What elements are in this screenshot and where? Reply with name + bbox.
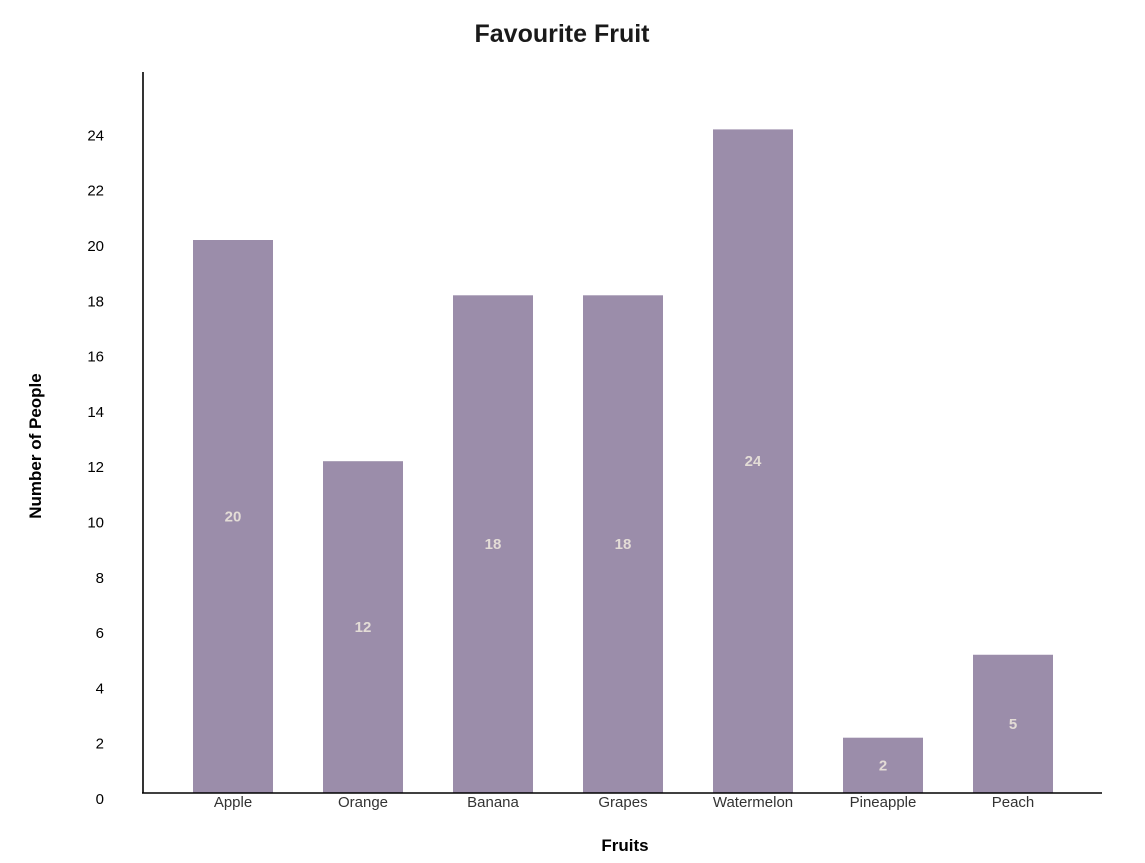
data-label-grapes: 18	[615, 536, 632, 553]
y-tick-label: 8	[96, 570, 104, 587]
data-label-banana: 18	[485, 536, 502, 553]
y-tick-label: 4	[96, 680, 104, 697]
y-tick-label: 2	[96, 736, 104, 753]
y-tick-label: 12	[87, 459, 104, 476]
bar-grapes	[583, 295, 663, 793]
y-tick-label: 16	[87, 349, 104, 366]
bar-pineapple	[843, 737, 923, 793]
data-label-peach: 5	[1009, 716, 1017, 733]
y-tick-label: 10	[87, 515, 104, 532]
x-tick-label-grapes: Grapes	[598, 794, 647, 811]
x-tick-label-orange: Orange	[338, 794, 388, 811]
y-tick-label: 20	[87, 238, 104, 255]
data-label-orange: 12	[355, 619, 372, 636]
bar-apple	[193, 240, 273, 793]
x-tick-label-apple: Apple	[214, 794, 252, 811]
y-axis-label: Number of People	[26, 373, 45, 518]
y-tick-label: 24	[87, 127, 104, 144]
bars-group	[193, 129, 1053, 793]
x-tick-label-watermelon: Watermelon	[713, 794, 793, 811]
y-tick-label: 6	[96, 625, 104, 642]
data-labels-group: 20 12 18 18 24 2 5	[225, 453, 1018, 774]
y-tick-label: 14	[87, 404, 104, 421]
bar-banana	[453, 295, 533, 793]
x-axis-label: Fruits	[601, 836, 648, 855]
data-label-pineapple: 2	[879, 757, 887, 774]
y-tick-label: 22	[87, 183, 104, 200]
y-tick-label: 0	[96, 791, 104, 808]
x-tick-label-banana: Banana	[467, 794, 519, 811]
y-tick-label: 18	[87, 293, 104, 310]
bar-watermelon	[713, 129, 793, 793]
data-label-watermelon: 24	[745, 453, 762, 470]
data-label-apple: 20	[225, 509, 242, 526]
x-tick-label-peach: Peach	[992, 794, 1035, 811]
x-axis-ticks: Apple Orange Banana Grapes Watermelon Pineapp…	[214, 794, 1034, 811]
bar-orange	[323, 461, 403, 793]
bar-peach	[973, 654, 1053, 793]
x-tick-label-pineapple: Pineapple	[850, 794, 917, 811]
chart-title: Favourite Fruit	[474, 20, 650, 48]
